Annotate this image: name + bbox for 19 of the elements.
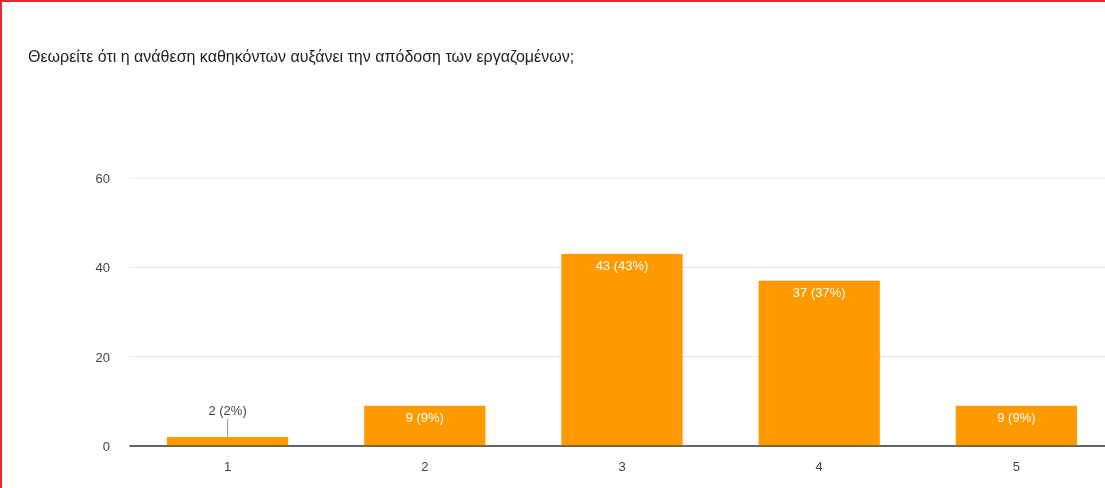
x-tick-label: 4 — [815, 459, 823, 474]
y-tick-label: 20 — [95, 349, 110, 365]
data-label: 43 (43%) — [595, 257, 649, 273]
bar — [561, 253, 683, 446]
data-label: 37 (37%) — [792, 284, 846, 300]
x-tick-label: 3 — [618, 459, 626, 474]
chart-title: Θεωρείτε ότι η ανάθεση καθηκόντων αυξάνει την απόδοση των εργαζομένων; — [28, 48, 575, 66]
x-tick-label: 1 — [223, 459, 232, 474]
y-tick-label: 60 — [95, 171, 110, 186]
data-label: 9 (9%) — [997, 409, 1036, 425]
data-label: 2 (2%) — [208, 403, 247, 419]
bar — [364, 405, 486, 446]
y-tick-label: 0 — [102, 439, 110, 454]
y-tick-label: 40 — [95, 260, 110, 276]
bar — [758, 280, 880, 446]
x-tick-label: 5 — [1012, 459, 1021, 474]
bar — [955, 405, 1078, 446]
x-tick-label: 2 — [421, 459, 429, 474]
data-label: 9 (9%) — [405, 409, 444, 425]
